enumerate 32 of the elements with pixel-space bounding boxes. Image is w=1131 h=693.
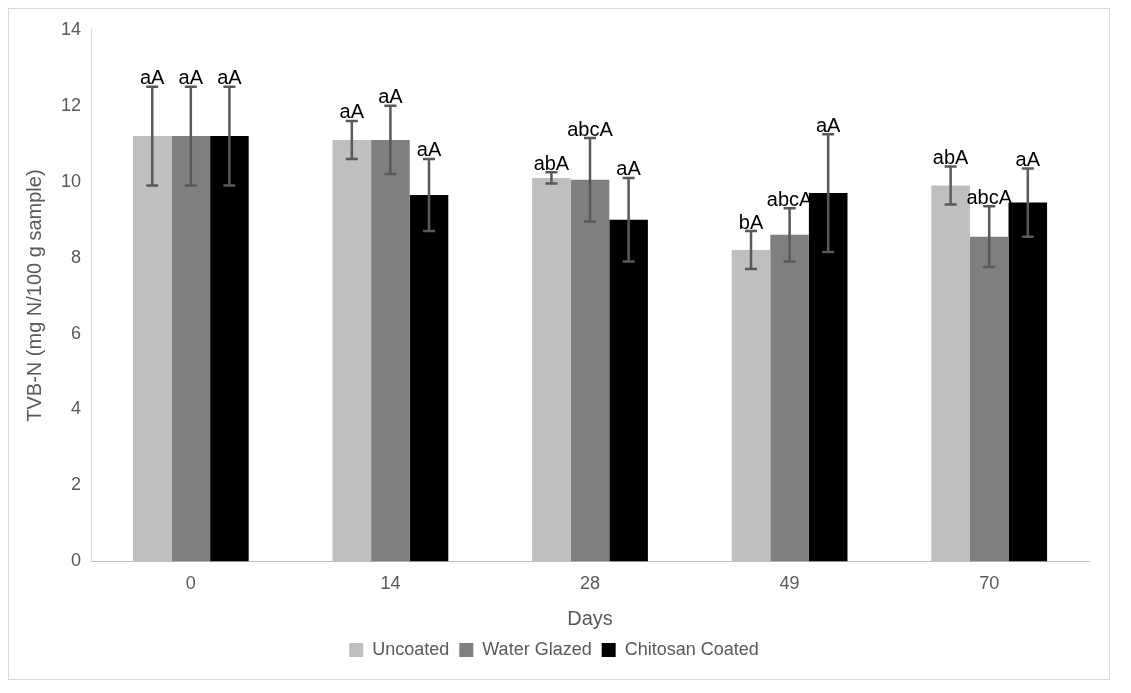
data-label: aA [378,85,404,108]
x-axis-title: Days [567,606,613,629]
data-label: aA [815,113,842,136]
data-label: abA [533,151,570,174]
y-tick-label: 14 [60,18,82,39]
y-tick-label: 0 [71,550,82,571]
data-label: abcA [567,117,614,140]
data-label: bA [738,210,764,233]
data-label: aA [178,66,204,89]
x-tick-label: 0 [185,573,196,594]
data-label: aA [1015,147,1041,170]
data-label: aA [140,66,166,89]
y-tick-label: 4 [71,398,82,419]
x-tick-label: 70 [979,573,1000,594]
data-label: aA [217,66,243,89]
y-tick-label: 10 [60,170,82,191]
y-tick-label: 6 [71,322,82,343]
y-tick-label: 12 [60,94,82,115]
y-tick-label: 2 [71,474,82,495]
y-axis-title: TVB-N (mg N/100 g sample) [22,169,45,422]
data-label: abA [932,146,970,169]
y-tick-label: 8 [71,246,82,267]
data-label: aA [339,100,365,123]
x-tick-label: 28 [580,573,601,594]
legend-label: Water Glazed [482,638,592,659]
data-label: aA [616,157,642,180]
data-label: abcA [966,185,1013,208]
x-tick-label: 14 [380,573,401,594]
data-label: aA [416,138,442,161]
x-tick-label: 49 [779,573,800,594]
legend-label: Uncoated [372,638,450,659]
legend-label: Chitosan Coated [624,638,759,659]
